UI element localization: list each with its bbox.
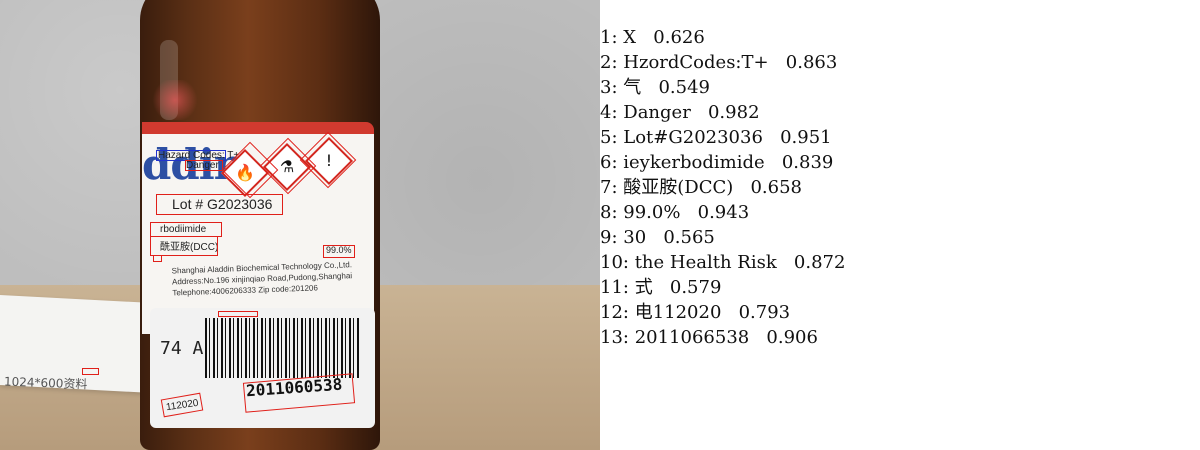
result-line-1: 1: X 0.626 — [600, 27, 705, 48]
detection-box-4 — [185, 160, 223, 171]
danger-text: Danger — [186, 160, 219, 171]
result-line-5: 5: Lot#G2023036 0.951 — [600, 127, 832, 148]
result-line-6: 6: ieykerbodimide 0.839 — [600, 152, 834, 173]
paper-text: 1024*600资料 — [3, 374, 88, 392]
result-line-10: 10: the Health Risk 0.872 — [600, 252, 846, 273]
brand-logo: ddin — [142, 140, 244, 189]
detection-box-7 — [150, 236, 218, 256]
result-line-13: 13: 2011066538 0.906 — [600, 327, 818, 348]
detection-box-6 — [150, 222, 222, 237]
barcode — [205, 318, 360, 378]
chemical-name-en: rbodiimide — [160, 224, 207, 235]
result-line-2: 2: HzordCodes:T+ 0.863 — [600, 52, 838, 73]
red-mark — [150, 80, 200, 120]
result-line-9: 9: 30 0.565 — [600, 227, 715, 248]
detection-box-10 — [218, 311, 258, 317]
ocr-results-list: 1: X 0.626 2: HzordCodes:T+ 0.863 3: 气 0… — [600, 0, 1200, 450]
detection-box-8 — [323, 245, 355, 258]
annotated-photo: 1024*600资料 ddin 🔥 ⚗ ! Hazard Codes: T+ D… — [0, 0, 600, 450]
result-line-4: 4: Danger 0.982 — [600, 102, 760, 123]
company-address-block: Shanghai Aladdin Biochemical Technology … — [171, 259, 372, 299]
result-line-12: 12: 电112020 0.793 — [600, 302, 791, 323]
side-code: 74 A — [160, 338, 204, 359]
purity-value: 99.0% — [326, 245, 352, 255]
result-line-11: 11: 式 0.579 — [600, 277, 722, 298]
detection-box-5 — [156, 194, 283, 215]
result-line-8: 8: 99.0% 0.943 — [600, 202, 750, 223]
result-line-3: 3: 气 0.549 — [600, 77, 710, 98]
detection-box-11 — [82, 368, 99, 375]
result-line-7: 7: 酸亚胺(DCC) 0.658 — [600, 177, 802, 198]
hazard-codes-text: Hazard Codes: T+ — [158, 150, 240, 161]
lot-number: Lot # G2023036 — [172, 196, 273, 212]
chemical-name-cn: 酰亚胺(DCC) — [160, 242, 219, 253]
detection-box-9 — [153, 255, 162, 262]
